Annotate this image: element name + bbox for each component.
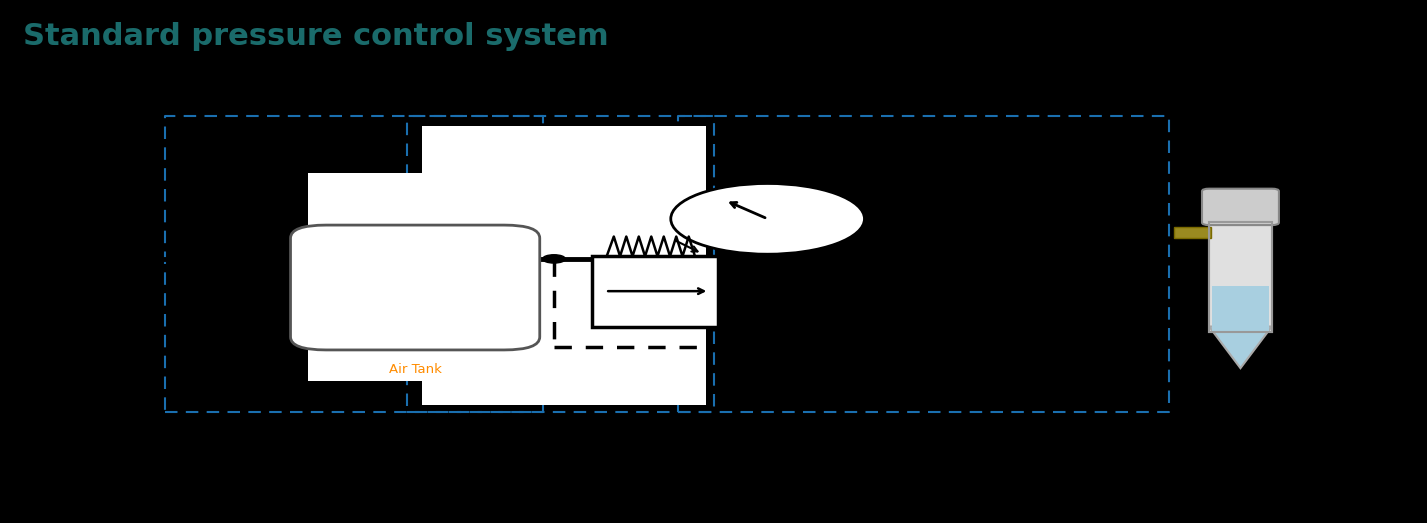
- Bar: [592, 256, 718, 326]
- Bar: [1209, 222, 1271, 332]
- Circle shape: [542, 255, 565, 263]
- Text: Air Tank: Air Tank: [390, 363, 442, 376]
- Text: Standard pressure control system: Standard pressure control system: [23, 22, 608, 51]
- FancyBboxPatch shape: [1202, 189, 1279, 225]
- Bar: [1209, 222, 1271, 332]
- Bar: [421, 126, 706, 405]
- FancyBboxPatch shape: [291, 225, 539, 350]
- Bar: [308, 173, 521, 381]
- Bar: [1173, 226, 1210, 238]
- Polygon shape: [1209, 326, 1271, 368]
- Circle shape: [671, 184, 865, 254]
- Bar: [1212, 286, 1269, 332]
